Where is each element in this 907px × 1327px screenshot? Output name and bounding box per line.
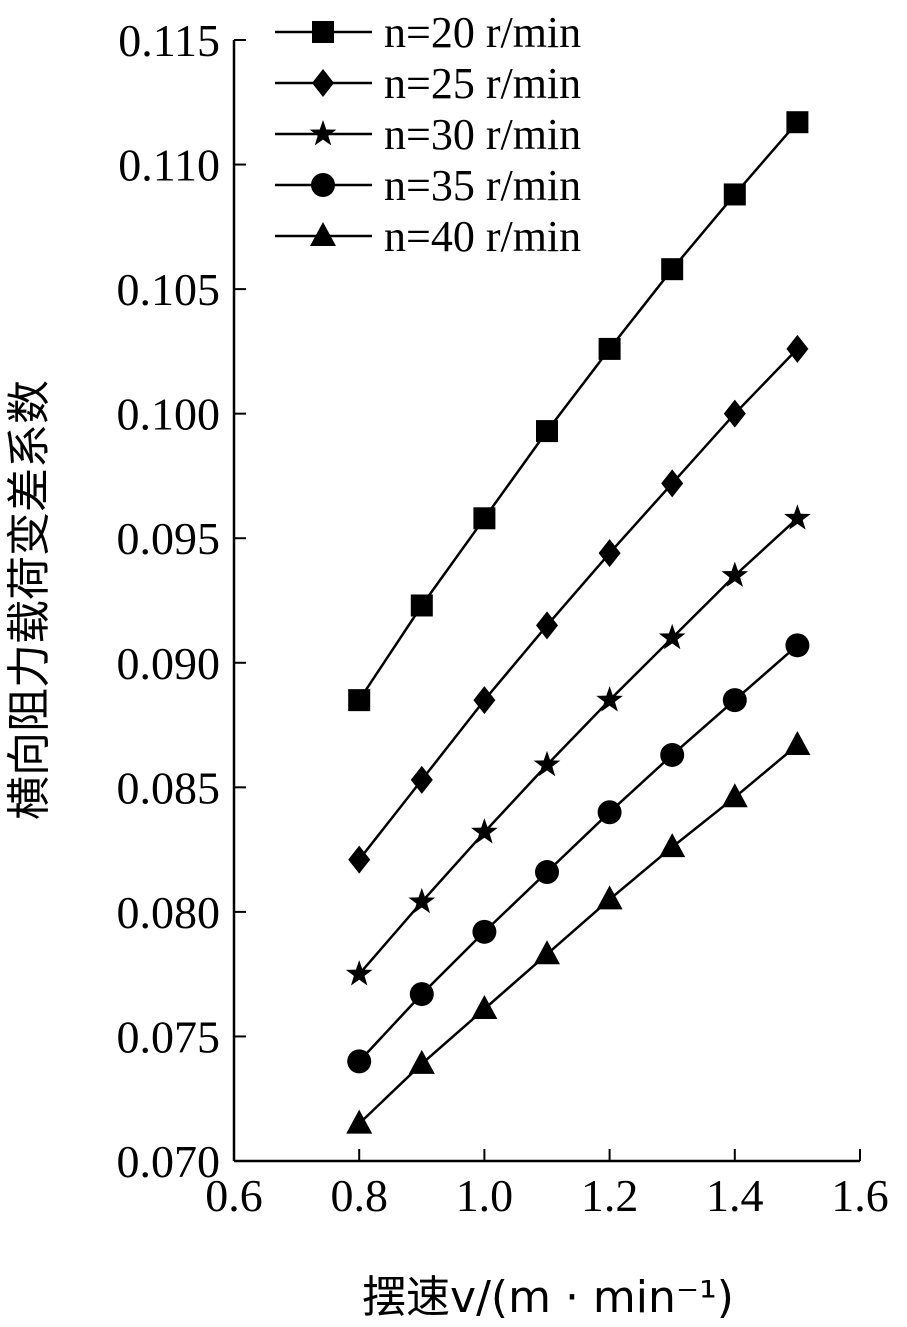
- series: [345, 111, 811, 1134]
- data-point: [661, 469, 684, 498]
- x-tick-label: 1.0: [456, 1170, 514, 1221]
- series-3: [345, 504, 811, 986]
- data-point: [598, 337, 621, 360]
- legend-label: n=20 r/min: [384, 8, 581, 57]
- data-point: [472, 919, 497, 944]
- series-5: [346, 730, 811, 1134]
- data-point: [410, 594, 433, 617]
- legend-label: n=40 r/min: [384, 212, 581, 261]
- x-axis-label: 摆速v/(m · min⁻¹): [362, 1272, 734, 1323]
- legend-item: n=35 r/min: [275, 161, 581, 210]
- data-point: [410, 765, 433, 794]
- data-point: [723, 183, 746, 206]
- y-tick-label: 0.105: [117, 264, 221, 315]
- series-2: [348, 334, 809, 874]
- legend-marker: [312, 21, 334, 43]
- x-tick-label: 0.6: [205, 1170, 263, 1221]
- data-point: [596, 686, 623, 712]
- legend-marker: [311, 173, 335, 197]
- data-point: [536, 420, 558, 443]
- y-tick-label: 0.075: [117, 1011, 221, 1062]
- series-4: [347, 633, 810, 1074]
- data-point: [596, 885, 623, 910]
- data-point: [721, 783, 748, 808]
- series-line: [358, 348, 799, 861]
- data-point: [597, 800, 622, 825]
- data-point: [785, 633, 810, 658]
- y-tick-label: 0.085: [117, 762, 221, 813]
- legend-marker: [310, 222, 336, 246]
- legend-item: n=30 r/min: [275, 110, 581, 159]
- data-point: [409, 982, 434, 1007]
- legend-item: n=40 r/min: [275, 212, 581, 261]
- series-1: [348, 111, 809, 712]
- data-point: [598, 539, 621, 568]
- data-point: [659, 833, 686, 858]
- data-point: [348, 689, 371, 712]
- data-point: [348, 845, 371, 874]
- data-point: [784, 504, 811, 530]
- data-point: [534, 940, 560, 965]
- x-tick-label: 1.6: [831, 1170, 889, 1221]
- x-tick-label: 1.2: [581, 1170, 639, 1221]
- data-point: [660, 742, 685, 767]
- legend-label: n=30 r/min: [384, 110, 581, 159]
- legend-label: n=35 r/min: [384, 161, 581, 210]
- y-tick-label: 0.070: [117, 1136, 221, 1187]
- data-point: [346, 1109, 373, 1134]
- ticks: 0.6 0.8 1.0 1.2 1.4 1.6 0.070 0.075 0.080 0.085 0.…: [117, 15, 889, 1221]
- data-point: [535, 860, 559, 885]
- data-point: [721, 561, 749, 587]
- series-line: [358, 517, 799, 976]
- y-tick-label: 0.095: [117, 513, 221, 564]
- x-tick-label: 0.8: [330, 1170, 388, 1221]
- series-line: [358, 644, 799, 1063]
- y-tick-label: 0.090: [117, 638, 221, 689]
- data-point: [408, 1049, 435, 1074]
- data-point: [536, 611, 558, 640]
- data-point: [784, 730, 811, 755]
- axes: [232, 40, 860, 1163]
- data-point: [471, 995, 498, 1020]
- legend-marker: [312, 69, 334, 97]
- data-point: [786, 111, 809, 134]
- data-point: [473, 507, 496, 530]
- y-tick-label: 0.100: [117, 389, 221, 440]
- y-tick-label: 0.110: [118, 140, 220, 191]
- data-point: [408, 887, 436, 914]
- legend-item: n=25 r/min: [275, 59, 581, 108]
- data-point: [345, 960, 373, 986]
- legend-label: n=25 r/min: [384, 59, 581, 108]
- x-tick-label: 1.4: [706, 1170, 764, 1221]
- y-axis-label: 横向阻力载荷变差系数: [4, 380, 55, 820]
- data-point: [473, 686, 496, 715]
- series-line: [358, 121, 799, 701]
- data-point: [347, 1049, 372, 1074]
- y-tick-label: 0.080: [117, 887, 221, 938]
- data-point: [786, 334, 809, 363]
- legend-item: n=20 r/min: [275, 8, 581, 57]
- data-point: [661, 258, 684, 281]
- data-point: [533, 750, 561, 777]
- data-point: [723, 399, 746, 428]
- legend-marker: [309, 120, 337, 146]
- data-point: [722, 688, 747, 713]
- y-tick-label: 0.115: [118, 15, 220, 66]
- data-point: [471, 818, 498, 844]
- data-point: [658, 623, 686, 650]
